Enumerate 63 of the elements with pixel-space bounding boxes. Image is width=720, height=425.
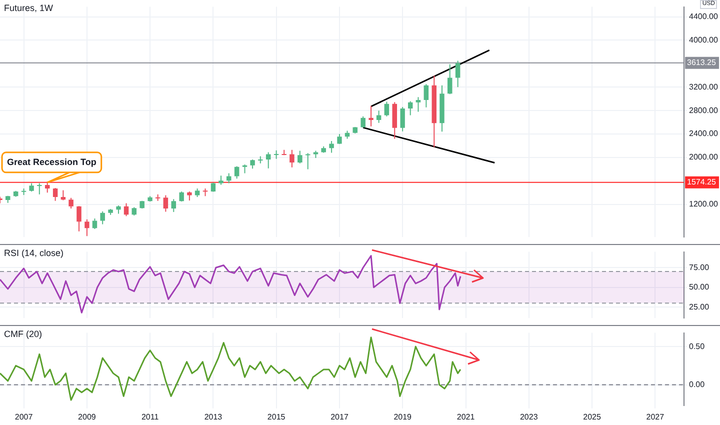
x-tick-label: 2017 [330,412,349,422]
y-tick-label: 4000.00 [689,35,718,44]
ref-line-label: 1574.25 [687,178,716,187]
candlestick [179,190,184,202]
x-tick-label: 2025 [583,412,602,422]
y-tick-label: 2000.00 [689,152,718,162]
candlestick [234,166,240,180]
y-tick-label: 3200.00 [689,82,718,92]
candlestick [376,110,382,124]
x-tick-label: 2021 [456,412,476,422]
candlestick [52,187,58,202]
candlestick [210,182,216,192]
x-tick-label: 2013 [204,412,223,422]
x-tick-label: 2023 [520,412,538,422]
y-tick-label: 4400.00 [689,12,718,21]
chart-title: RSI (14, close) [4,248,64,258]
candlestick [44,181,50,194]
candlestick [100,210,105,225]
candlestick [84,218,90,237]
y-tick-label: 0.50 [689,342,706,351]
candlestick [337,134,342,144]
ref-line-label: 3613.25 [687,58,716,68]
candlestick [290,149,294,168]
candlestick [60,190,66,201]
candlestick [384,101,390,117]
candlestick [250,159,255,170]
x-tick-label: 2015 [267,412,286,422]
candlestick [163,194,168,212]
candlestick [400,106,405,132]
y-tick-label: 1200.00 [689,200,718,209]
y-tick-label: 0.00 [689,380,706,389]
y-tick-label: 25.00 [689,302,710,312]
y-tick-label: 2800.00 [689,106,718,115]
candlestick [68,197,74,209]
chart-title: Futures, 1W [4,3,54,13]
candlestick [171,198,176,212]
candlestick [408,100,413,116]
candlestick [447,64,452,95]
candlestick [187,190,192,202]
candlestick [298,150,302,164]
candlestick [368,105,374,127]
candlestick [37,182,42,195]
candlestick [218,175,224,186]
candlestick [416,96,421,112]
x-tick-label: 2027 [646,412,665,422]
x-tick-label: 2011 [141,412,160,422]
candlestick [92,218,98,230]
candlestick [329,140,334,154]
x-tick-label: 2019 [394,412,412,422]
annotation: Great Recession Top [7,156,97,167]
y-tick-label: 50.00 [689,282,710,292]
x-tick-label: 2009 [78,412,96,422]
y-tick-label: 75.00 [689,262,710,272]
y-tick-label: 2400.00 [689,129,718,138]
candlestick [76,206,82,232]
candlestick [455,60,460,88]
candlestick [306,152,310,170]
x-tick-label: 2007 [14,412,34,422]
candlestick [424,84,429,108]
candlestick [124,202,129,217]
candlestick [266,152,271,169]
candlestick [226,172,232,184]
chart-title: CMF (20) [4,329,42,339]
